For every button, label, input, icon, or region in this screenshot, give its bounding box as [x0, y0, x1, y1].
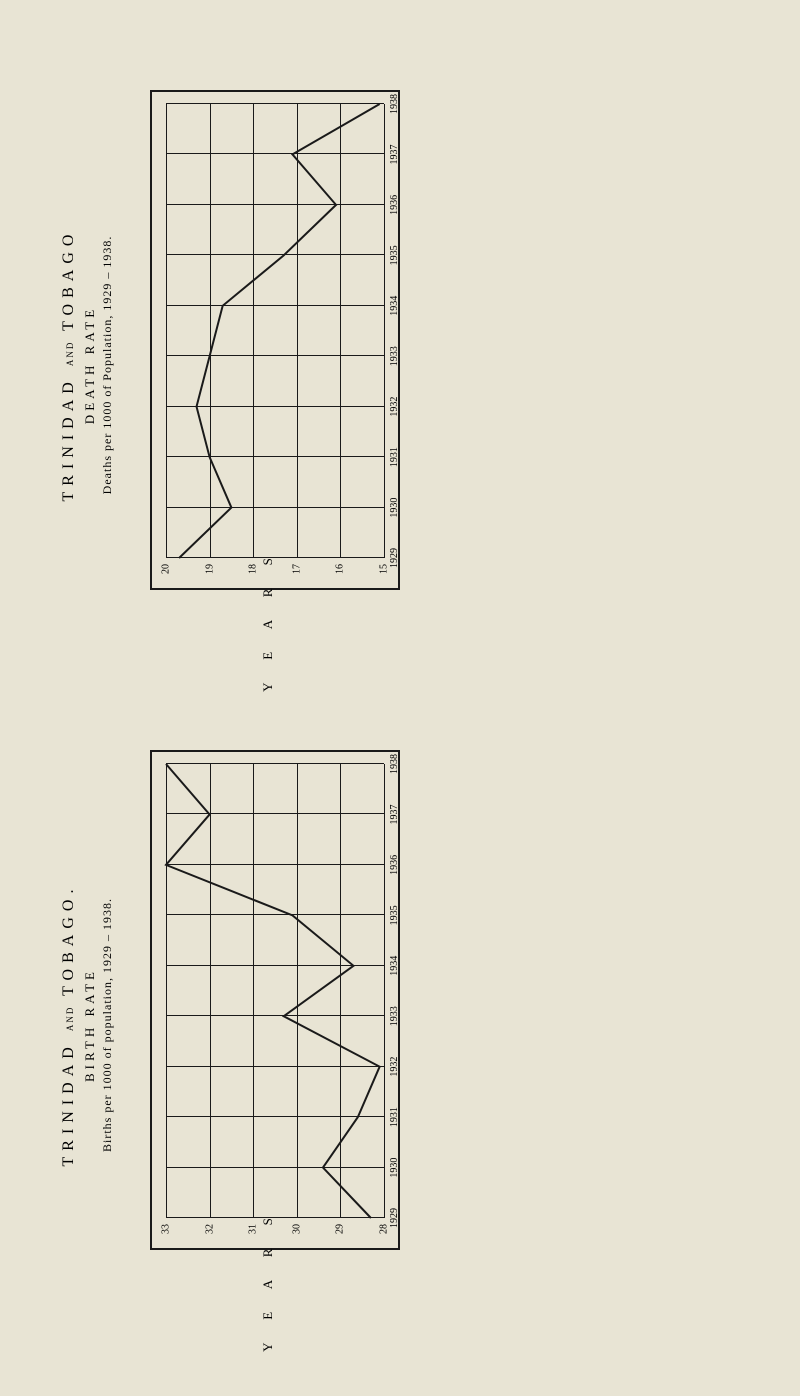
year-label: 1935	[389, 905, 400, 925]
year-label: 1934	[389, 956, 400, 976]
year-label: 1936	[389, 195, 400, 215]
year-label: 1931	[389, 1107, 400, 1127]
year-label: 1936	[389, 855, 400, 875]
value-label: 15	[379, 564, 390, 588]
year-label: 1933	[389, 346, 400, 366]
y-axis-title: Y E A R S	[260, 1208, 276, 1352]
title-and: AND	[65, 1006, 75, 1032]
chart-subtitle: DEATH RATE	[82, 60, 98, 670]
year-label: 1935	[389, 245, 400, 265]
year-label: 1933	[389, 1006, 400, 1026]
death-title-block: TRINIDAD AND TOBAGO DEATH RATE Deaths pe…	[60, 60, 115, 670]
chart-subtitle: BIRTH RATE	[82, 720, 98, 1330]
value-label: 32	[204, 1224, 215, 1248]
year-label: 1929	[389, 548, 400, 568]
value-label: 28	[379, 1224, 390, 1248]
birth-title-block: TRINIDAD AND TOBAGO. BIRTH RATE Births p…	[60, 720, 115, 1330]
title-text: TRINIDAD	[60, 1041, 77, 1166]
chart-caption: Births per 1000 of population, 1929 – 19…	[100, 720, 115, 1330]
value-label: 29	[335, 1224, 346, 1248]
value-label: 30	[291, 1224, 302, 1248]
year-label: 1937	[389, 144, 400, 164]
value-label: 20	[161, 564, 172, 588]
gridline-h	[384, 104, 385, 558]
year-label: 1934	[389, 296, 400, 316]
year-label: 1930	[389, 1158, 400, 1178]
birth-plot: 1929193019311932193319341935193619371938…	[166, 764, 384, 1218]
death-chart-slot: TRINIDAD AND TOBAGO DEATH RATE Deaths pe…	[60, 60, 420, 670]
chart-title: TRINIDAD AND TOBAGO	[60, 60, 78, 670]
value-label: 19	[204, 564, 215, 588]
value-label: 17	[291, 564, 302, 588]
title-and: AND	[65, 341, 75, 367]
title-text: TOBAGO	[60, 229, 77, 331]
title-text: TRINIDAD	[60, 376, 77, 501]
year-label: 1938	[389, 754, 400, 774]
chart-title: TRINIDAD AND TOBAGO.	[60, 720, 78, 1330]
death-frame: 1929 1930 1931 1932 1933 1934 1935 1936 1937 1938…	[150, 90, 400, 590]
year-label: 1930	[389, 498, 400, 518]
year-label: 1932	[389, 1057, 400, 1077]
death-plot: 1929193019311932193319341935193619371938…	[166, 104, 384, 558]
year-label: 1937	[389, 804, 400, 824]
data-line	[166, 104, 384, 558]
title-text: TOBAGO.	[60, 884, 77, 996]
gridline-h	[384, 764, 385, 1218]
value-label: 33	[161, 1224, 172, 1248]
year-label: 1931	[389, 447, 400, 467]
chart-caption: Deaths per 1000 of Population, 1929 – 19…	[100, 60, 115, 670]
value-label: 31	[248, 1224, 259, 1248]
year-label: 1932	[389, 397, 400, 417]
value-label: 16	[335, 564, 346, 588]
birth-chart-slot: TRINIDAD AND TOBAGO. BIRTH RATE Births p…	[60, 720, 420, 1330]
year-label: 1938	[389, 94, 400, 114]
birth-frame: 1929 1930 1931 1932 1933 1934 1935 1936 1937 1938…	[150, 750, 400, 1250]
year-label: 1929	[389, 1208, 400, 1228]
death-chart: TRINIDAD AND TOBAGO DEATH RATE Deaths pe…	[60, 60, 420, 670]
y-axis-title: Y E A R S	[260, 548, 276, 692]
data-line	[166, 764, 384, 1218]
value-label: 18	[248, 564, 259, 588]
birth-chart: TRINIDAD AND TOBAGO. BIRTH RATE Births p…	[60, 720, 420, 1330]
